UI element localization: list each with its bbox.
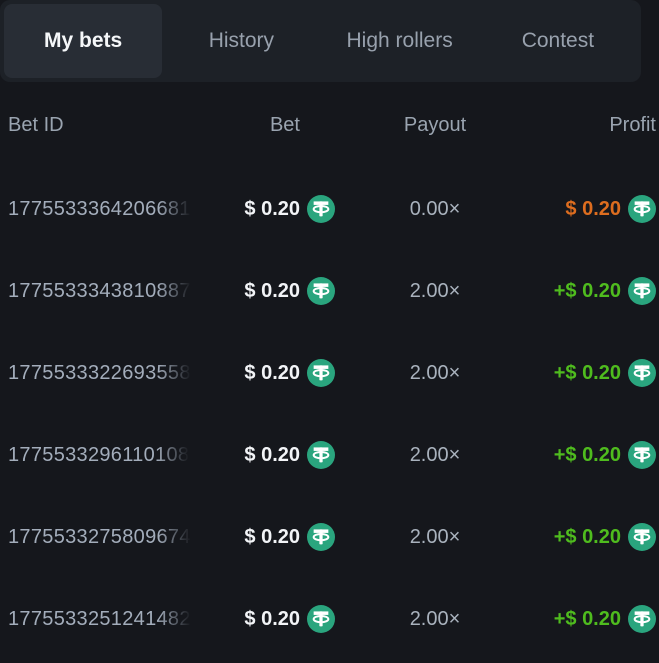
bet-id: 1775533322693558 xyxy=(8,361,191,384)
profit-amount: +$ 0.20 xyxy=(553,443,621,466)
tether-icon xyxy=(628,359,656,387)
tether-icon xyxy=(628,441,656,469)
bet-amount: $ 0.20 xyxy=(244,361,300,384)
bet-id: 1775533296110108 xyxy=(8,443,190,466)
profit-amount: +$ 0.20 xyxy=(553,607,621,630)
tab-label: History xyxy=(208,29,275,52)
tab-label: Contest xyxy=(521,29,595,52)
payout-multiplier: 2.00× xyxy=(409,361,461,384)
tab-high-rollers[interactable]: High rollers xyxy=(321,4,479,78)
bet-amount: $ 0.20 xyxy=(244,279,300,302)
tab-contest[interactable]: Contest xyxy=(479,4,637,78)
payout-multiplier: 2.00× xyxy=(409,279,461,302)
tether-icon xyxy=(628,195,656,223)
payout-multiplier: 2.00× xyxy=(409,607,461,630)
tether-icon xyxy=(307,195,335,223)
bets-table-header: Bet ID Bet Payout Profit xyxy=(0,82,659,168)
table-row[interactable]: 1775533322693558 $ 0.20 2.00× +$ 0.20 xyxy=(0,332,659,414)
profit-amount: +$ 0.20 xyxy=(553,361,621,384)
tab-my-bets[interactable]: My bets xyxy=(4,4,163,78)
tab-label: High rollers xyxy=(346,29,453,52)
bet-id: 1775533251241482 xyxy=(8,607,191,630)
header-payout: Payout xyxy=(403,113,467,136)
tether-icon xyxy=(628,605,656,633)
payout-multiplier: 2.00× xyxy=(409,525,461,548)
table-row[interactable]: 1775533364206681 $ 0.20 0.00× $ 0.20 xyxy=(0,168,659,250)
payout-multiplier: 0.00× xyxy=(409,197,461,220)
tether-icon xyxy=(307,359,335,387)
payout-multiplier: 2.00× xyxy=(409,443,461,466)
tether-icon xyxy=(307,441,335,469)
profit-amount: +$ 0.20 xyxy=(553,279,621,302)
bet-amount: $ 0.20 xyxy=(244,525,300,548)
profit-amount: $ 0.20 xyxy=(565,197,621,220)
tether-icon xyxy=(628,523,656,551)
table-row[interactable]: 1775533251241482 $ 0.20 2.00× +$ 0.20 xyxy=(0,578,659,660)
profit-amount: +$ 0.20 xyxy=(553,525,621,548)
table-body: 1775533364206681 $ 0.20 0.00× $ 0.20 xyxy=(0,168,659,660)
table-row[interactable]: 1775533296110108 $ 0.20 2.00× +$ 0.20 xyxy=(0,414,659,496)
bet-amount: $ 0.20 xyxy=(244,607,300,630)
table-row[interactable]: 1775533343810887 $ 0.20 2.00× +$ 0.20 xyxy=(0,250,659,332)
tether-icon xyxy=(307,523,335,551)
header-profit: Profit xyxy=(609,113,656,136)
header-bet: Bet xyxy=(269,113,300,136)
bet-amount: $ 0.20 xyxy=(244,443,300,466)
tether-icon xyxy=(628,277,656,305)
bet-id: 1775533343810887 xyxy=(8,279,191,302)
table-row[interactable]: 1775533275809674 $ 0.20 2.00× +$ 0.20 xyxy=(0,496,659,578)
tether-icon xyxy=(307,605,335,633)
bet-amount: $ 0.20 xyxy=(244,197,300,220)
tether-icon xyxy=(307,277,335,305)
bets-tabs-bar: My bets History High rollers Contest xyxy=(0,0,641,82)
bet-id: 1775533275809674 xyxy=(8,525,191,548)
tab-label: My bets xyxy=(44,29,123,52)
bet-id: 1775533364206681 xyxy=(8,197,191,220)
header-bet-id: Bet ID xyxy=(8,113,64,136)
tab-history[interactable]: History xyxy=(162,4,320,78)
